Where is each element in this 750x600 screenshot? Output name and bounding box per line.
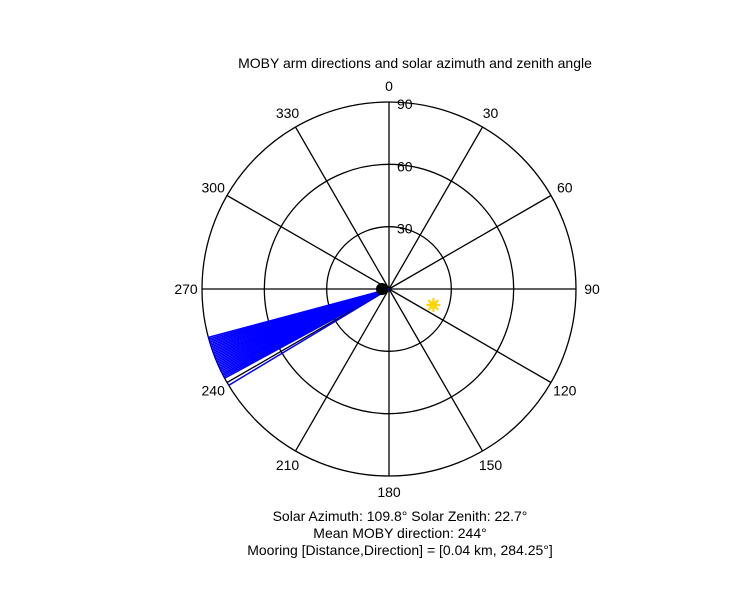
sun-marker — [426, 297, 441, 312]
azimuth-spoke-120 — [388, 288, 552, 384]
polar-markers — [376, 283, 441, 312]
arm-direction-lines — [208, 288, 390, 386]
azimuth-tick-label: 210 — [276, 457, 300, 473]
azimuth-spoke-150 — [388, 288, 484, 452]
azimuth-spoke-210 — [294, 288, 390, 452]
azimuth-tick-label: 60 — [557, 180, 573, 196]
azimuth-tick-label: 180 — [377, 484, 401, 500]
azimuth-tick-label: 150 — [479, 457, 503, 473]
azimuth-tick-label: 300 — [202, 180, 226, 196]
azimuth-tick-label: 270 — [174, 281, 198, 297]
azimuth-tick-label: 90 — [584, 281, 600, 297]
mooring-marker — [376, 283, 388, 295]
azimuth-tick-label: 240 — [202, 383, 226, 399]
solar-angles-caption: Solar Azimuth: 109.8° Solar Zenith: 22.7… — [272, 508, 528, 524]
azimuth-tick-label: 330 — [276, 105, 300, 121]
azimuth-tick-label: 0 — [385, 78, 393, 94]
azimuth-spoke-330 — [294, 126, 390, 290]
mooring-caption: Mooring [Distance,Direction] = [0.04 km,… — [247, 542, 553, 558]
sun-disc — [429, 300, 438, 309]
azimuth-tick-label: 120 — [553, 383, 577, 399]
zenith-tick-label: 30 — [397, 221, 413, 237]
zenith-tick-label: 90 — [397, 96, 413, 112]
azimuth-tick-label: 30 — [483, 105, 499, 121]
mean-direction-caption: Mean MOBY direction: 244° — [313, 525, 487, 541]
polar-tick-labels: 0 30 60 90 120 150 180 210 240 270 300 330 90 60 30 — [174, 78, 600, 500]
arm-direction-line — [228, 288, 390, 386]
azimuth-spoke-30 — [388, 126, 484, 290]
zenith-tick-label: 60 — [397, 158, 413, 174]
arm-direction-line — [208, 288, 390, 339]
azimuth-spoke-60 — [388, 194, 552, 290]
chart-title: MOBY arm directions and solar azimuth an… — [238, 55, 592, 71]
azimuth-spoke-300 — [226, 194, 390, 290]
